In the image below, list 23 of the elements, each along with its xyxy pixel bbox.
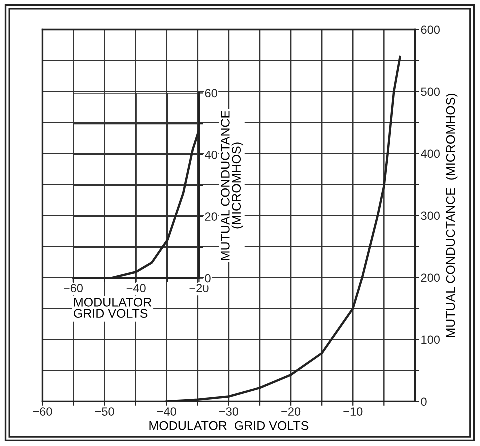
y-tick-label: 200	[421, 274, 440, 282]
x-tick-label: −60	[64, 284, 83, 293]
x-axis-title: MODULATOR GRID VOLTS	[74, 298, 152, 318]
x-tick-label: −20	[282, 408, 301, 416]
x-axis-title: MODULATOR GRID VOLTS	[150, 421, 309, 430]
y-axis-title: MUTUAL CONDUCTANCE (MICROMHOS)	[220, 110, 244, 260]
y-tick-label: 600	[421, 26, 440, 34]
x-tick-label: −60	[33, 408, 52, 416]
y-axis-title: MUTUAL CONDUCTANCE (MICROMHOS)	[446, 94, 458, 338]
x-tick-label: −30	[220, 408, 239, 416]
x-tick-label: −50	[95, 408, 114, 416]
x-tick-label: −10	[344, 408, 363, 416]
y-tick-label: 20	[205, 212, 218, 221]
y-tick-label: 60	[205, 89, 218, 98]
y-tick-label: 0	[421, 398, 427, 406]
y-tick-label: 100	[422, 336, 440, 344]
x-tick-label: −40	[157, 408, 176, 416]
y-tick-label: 40	[205, 150, 218, 160]
y-tick-label: 0	[205, 274, 211, 283]
y-tick-label: 300	[421, 212, 440, 220]
y-tick-label: 400	[421, 150, 440, 158]
x-tick-label: −40	[126, 284, 146, 293]
y-tick-label: 500	[421, 88, 440, 96]
